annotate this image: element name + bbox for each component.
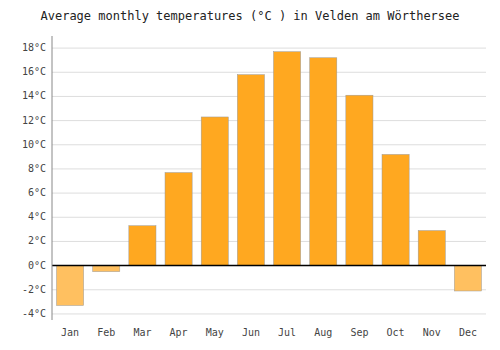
y-tick-label: 12°C bbox=[22, 115, 46, 126]
bar bbox=[57, 266, 84, 306]
y-tick-label: -4°C bbox=[22, 308, 46, 319]
y-tick-label: 0°C bbox=[28, 260, 46, 271]
y-tick-label: 4°C bbox=[28, 211, 46, 222]
bar bbox=[237, 75, 264, 266]
x-tick-label: May bbox=[206, 327, 224, 338]
bar bbox=[274, 52, 301, 266]
x-tick-label: Sep bbox=[350, 327, 368, 338]
grid-line bbox=[52, 96, 486, 97]
bar bbox=[93, 266, 120, 272]
grid-line bbox=[52, 217, 486, 218]
grid-line bbox=[52, 48, 486, 49]
x-tick-label: Apr bbox=[170, 327, 188, 338]
x-tick-label: Oct bbox=[387, 327, 405, 338]
grid-line bbox=[52, 144, 486, 145]
chart: Average monthly temperatures (°C ) in Ve… bbox=[0, 0, 500, 350]
y-tick-label: 14°C bbox=[22, 90, 46, 101]
x-tick-label: Dec bbox=[459, 327, 477, 338]
grid-line bbox=[52, 120, 486, 121]
title: Average monthly temperatures (°C ) in Ve… bbox=[40, 9, 459, 23]
y-tick-label: 6°C bbox=[28, 187, 46, 198]
baseline bbox=[52, 265, 486, 267]
grid-line bbox=[52, 289, 486, 290]
bar bbox=[201, 117, 228, 266]
y-axis-line bbox=[52, 36, 53, 320]
x-tick-label: Nov bbox=[423, 327, 441, 338]
bar bbox=[165, 173, 192, 266]
x-tick-label: Jan bbox=[61, 327, 79, 338]
bar bbox=[346, 95, 373, 265]
bar bbox=[418, 231, 445, 266]
x-tick-label: Aug bbox=[314, 327, 332, 338]
grid-line bbox=[52, 168, 486, 169]
y-tick-label: 18°C bbox=[22, 42, 46, 53]
x-tick-label: Feb bbox=[97, 327, 115, 338]
grid-line bbox=[52, 313, 486, 314]
x-tick-label: Jun bbox=[242, 327, 260, 338]
grid-line bbox=[52, 265, 486, 266]
x-tick-label: Mar bbox=[133, 327, 151, 338]
y-tick-label: 10°C bbox=[22, 139, 46, 150]
grid-line bbox=[52, 72, 486, 73]
y-tick-label: 8°C bbox=[28, 163, 46, 174]
y-tick-label: 2°C bbox=[28, 235, 46, 246]
y-tick-label: -2°C bbox=[22, 284, 46, 295]
bar bbox=[454, 266, 481, 291]
bars bbox=[57, 52, 482, 306]
x-tick-label: Jul bbox=[278, 327, 296, 338]
grid-line bbox=[52, 193, 486, 194]
bar bbox=[129, 226, 156, 266]
chart-container: Average monthly temperatures (°C ) in Ve… bbox=[0, 0, 500, 350]
y-tick-label: 16°C bbox=[22, 66, 46, 77]
grid bbox=[52, 48, 486, 314]
bar bbox=[382, 154, 409, 265]
bar bbox=[310, 58, 337, 266]
